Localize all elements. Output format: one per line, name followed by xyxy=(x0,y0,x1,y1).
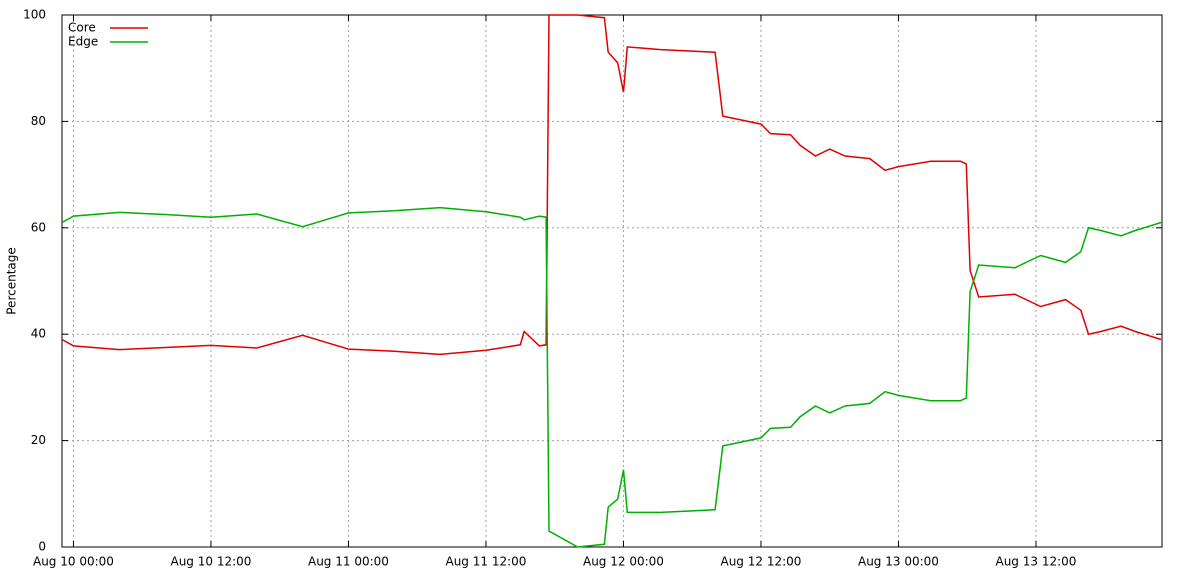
y-tick-label: 20 xyxy=(31,433,46,447)
x-tick-label: Aug 11 12:00 xyxy=(445,555,526,569)
y-tick-label: 100 xyxy=(23,8,46,22)
series-line xyxy=(61,206,1162,548)
x-tick-label: Aug 10 12:00 xyxy=(170,555,251,569)
x-tick-label: Aug 11 00:00 xyxy=(308,555,389,569)
y-axis-label: Percentage xyxy=(5,247,19,315)
legend-label: Core xyxy=(68,21,96,35)
x-tick-label: Aug 13 12:00 xyxy=(995,555,1076,569)
y-tick-label: 80 xyxy=(31,114,46,128)
x-tick-label: Aug 12 12:00 xyxy=(720,555,801,569)
x-tick-label: Aug 12 00:00 xyxy=(583,555,664,569)
series-line xyxy=(61,14,1162,356)
plot-frame xyxy=(61,14,1163,548)
y-tick-label: 40 xyxy=(31,327,46,341)
y-tick-label: 60 xyxy=(31,220,46,234)
x-tick-label: Aug 13 00:00 xyxy=(858,555,939,569)
legend-label: Edge xyxy=(68,35,98,49)
y-tick-label: 0 xyxy=(38,540,46,554)
x-tick-label: Aug 10 00:00 xyxy=(33,555,114,569)
